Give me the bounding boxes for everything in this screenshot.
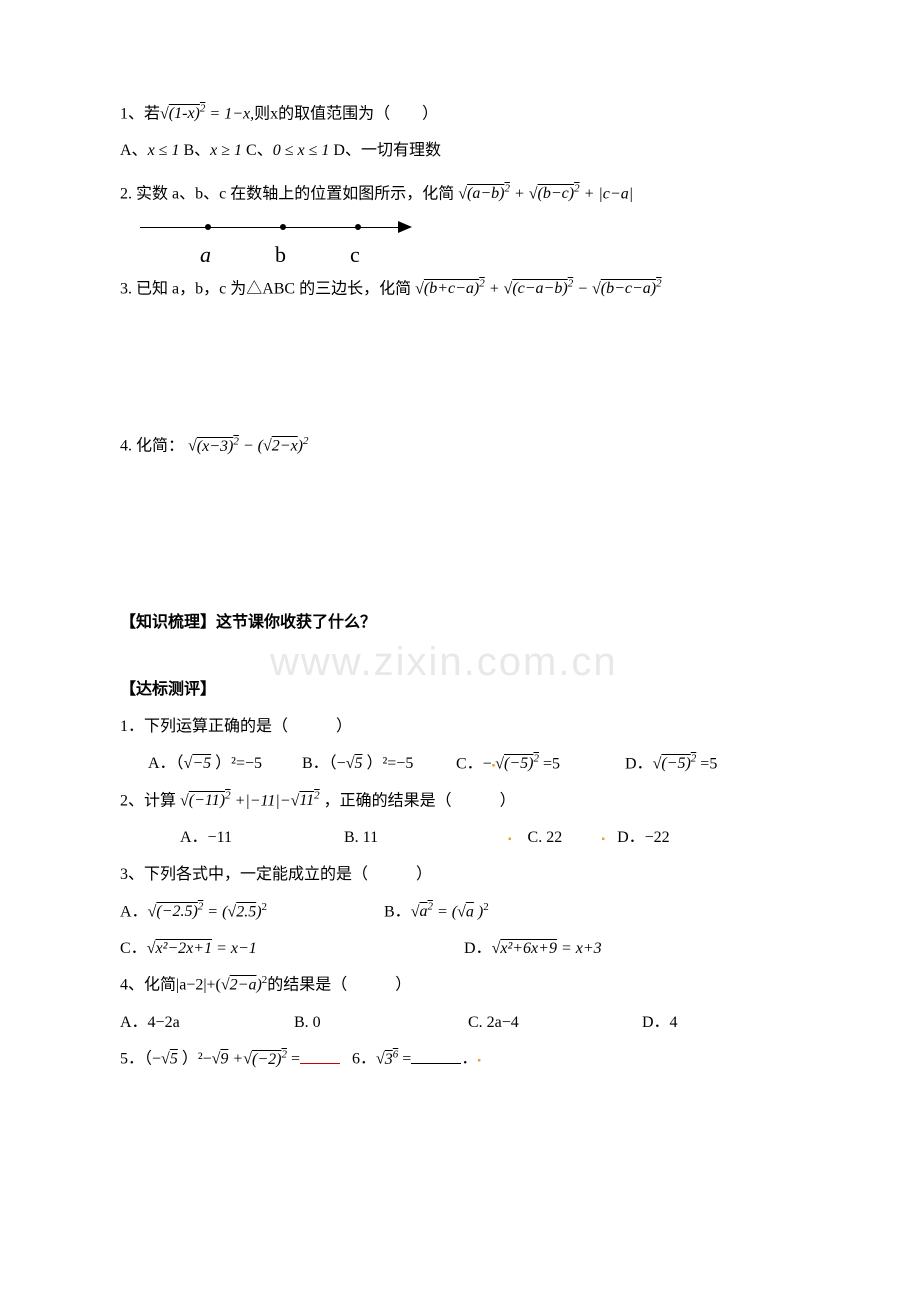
q3-minus: −	[573, 280, 592, 297]
q4-t1: (x−3)2	[197, 438, 239, 455]
p4-options: A．4−2a B. 0 C. 2a−4 D．4	[120, 1009, 800, 1038]
q1-optA: x ≤ 1	[148, 142, 180, 159]
p2-text: 2、计算	[120, 792, 176, 809]
p1-B: B．（−√5 ）²=−5	[302, 750, 452, 779]
p4-B: B. 0	[294, 1009, 464, 1038]
p3-text: 3、下列各式中，一定能成立的是（ ）	[120, 861, 800, 890]
q1-sqrt: √	[160, 105, 169, 122]
q1-options: A、x ≤ 1 B、x ≥ 1 C、0 ≤ x ≤ 1 D、一切有理数	[120, 137, 800, 166]
numberline-label-a: a	[200, 235, 211, 275]
q3-t3: (b−c−a)2	[601, 280, 662, 297]
q2-abs: |c−a|	[598, 185, 633, 202]
q2-plus2: +	[580, 185, 599, 202]
p5-line: 5．（−√5 ）²−√9 +√(−2)2 = 6．√36 =．▪	[120, 1045, 800, 1074]
q4-t2i: 2−x	[272, 438, 298, 455]
q2-plus1: +	[510, 185, 529, 202]
p2-D: D．−22	[617, 824, 670, 853]
p2-line: 2、计算 √(−11)2 +|−11|−√112 ，正确的结果是（ ）	[120, 787, 800, 816]
q2-sqrt2: √	[529, 185, 538, 202]
p4-C: C. 2a−4	[468, 1009, 638, 1038]
p2-A: A．−11	[180, 824, 340, 853]
p1-text: 1．下列运算正确的是（ ）	[120, 713, 800, 742]
p2-options: A．−11 B. 11 ▪ C. 22 ▪ D．−22	[120, 824, 800, 853]
q4-sqrt: √	[188, 438, 197, 455]
q1-prefix: 1、若	[120, 105, 160, 122]
p3-C: C．√x²−2x+1 = x−1	[120, 935, 460, 964]
p1-C: C．−▪√(−5)2 =5	[456, 750, 621, 779]
p2-B: B. 11	[344, 824, 504, 853]
q2-t2: (b−c)2	[538, 185, 580, 202]
p1-options: A．（√−5 ）²=−5 B．（−√5 ）²=−5 C．−▪√(−5)2 =5 …	[120, 750, 800, 779]
q1-line1: 1、若√(1-x)2 = 1−x,则x的取值范围为（ ）	[120, 100, 800, 129]
p5-blank	[300, 1063, 340, 1064]
summary-heading: 【知识梳理】这节课你收获了什么？	[120, 609, 800, 638]
q4-sq: 2	[303, 435, 309, 447]
q1-optB: x ≥ 1	[210, 142, 242, 159]
q1-optD: 一切有理数	[361, 142, 441, 159]
numberline-label-c: c	[350, 235, 360, 275]
numberline-dot-a	[205, 224, 211, 230]
p4-line: 4、化简|a−2|+(√2−a)2的结果是（ ）	[120, 971, 800, 1000]
q2-sqrt1: √	[458, 185, 467, 202]
numberline-dot-b	[280, 224, 286, 230]
p2-C: C. 22	[528, 824, 598, 853]
p3-A: A．√(−2.5)2 = (√2.5)2	[120, 898, 380, 927]
q3-t1: (b+c−a)2	[424, 280, 485, 297]
q1-eq: = 1−x,	[205, 105, 254, 122]
q4-text: 4. 化简：	[120, 438, 184, 455]
p4-A: A．4−2a	[120, 1009, 290, 1038]
q1-optC-pre: C、	[246, 142, 273, 159]
assess-heading: 【达标测评】	[120, 676, 800, 705]
q3-text: 3. 已知 a，b，c 为△ABC 的三边长，化简	[120, 280, 411, 297]
q4-sqrt2: √	[263, 438, 272, 455]
p6-blank	[411, 1063, 461, 1064]
p1-A: A．（√−5 ）²=−5	[148, 750, 298, 779]
q3-sqrt2: √	[504, 280, 513, 297]
q3-line: 3. 已知 a，b，c 为△ABC 的三边长，化简 √(b+c−a)2 + √(…	[120, 275, 800, 304]
q4-minus: −	[239, 438, 258, 455]
p3-row1: A．√(−2.5)2 = (√2.5)2 B．√a2 = (√a )2	[120, 898, 800, 927]
numberline-dot-c	[355, 224, 361, 230]
q3-plus: +	[485, 280, 504, 297]
q3-sqrt3: √	[592, 280, 601, 297]
q1-optA-pre: A、	[120, 142, 148, 159]
q2-text: 2. 实数 a、b、c 在数轴上的位置如图所示，化简	[120, 185, 454, 202]
q2-t1: (a−b)2	[467, 185, 510, 202]
numberline-axis	[140, 227, 400, 228]
q1-optC: 0 ≤ x ≤ 1	[273, 142, 330, 159]
document-page: 1、若√(1-x)2 = 1−x,则x的取值范围为（ ） A、x ≤ 1 B、x…	[0, 0, 920, 1143]
q1-tail: 则x的取值范围为（ ）	[254, 105, 438, 122]
p3-B: B．√a2 = (√a )2	[384, 898, 489, 927]
p3-row2: C．√x²−2x+1 = x−1 D．√x²+6x+9 = x+3	[120, 935, 800, 964]
numberline: a b c	[140, 217, 800, 267]
q2-line: 2. 实数 a、b、c 在数轴上的位置如图所示，化简 √(a−b)2 + √(b…	[120, 180, 800, 209]
p3-D: D．√x²+6x+9 = x+3	[464, 935, 602, 964]
numberline-label-b: b	[275, 235, 286, 275]
q1-inner: (1-x)2	[169, 105, 206, 122]
q3-t2: (c−a−b)2	[512, 280, 573, 297]
q4-line: 4. 化简： √(x−3)2 − (√2−x)2	[120, 432, 800, 461]
numberline-arrow	[398, 221, 412, 233]
p1-D: D．√(−5)2 =5	[625, 750, 717, 779]
q3-sqrt1: √	[415, 280, 424, 297]
q1-optD-pre: D、	[333, 142, 361, 159]
p4-D: D．4	[642, 1009, 678, 1038]
q1-optB-pre: B、	[183, 142, 210, 159]
